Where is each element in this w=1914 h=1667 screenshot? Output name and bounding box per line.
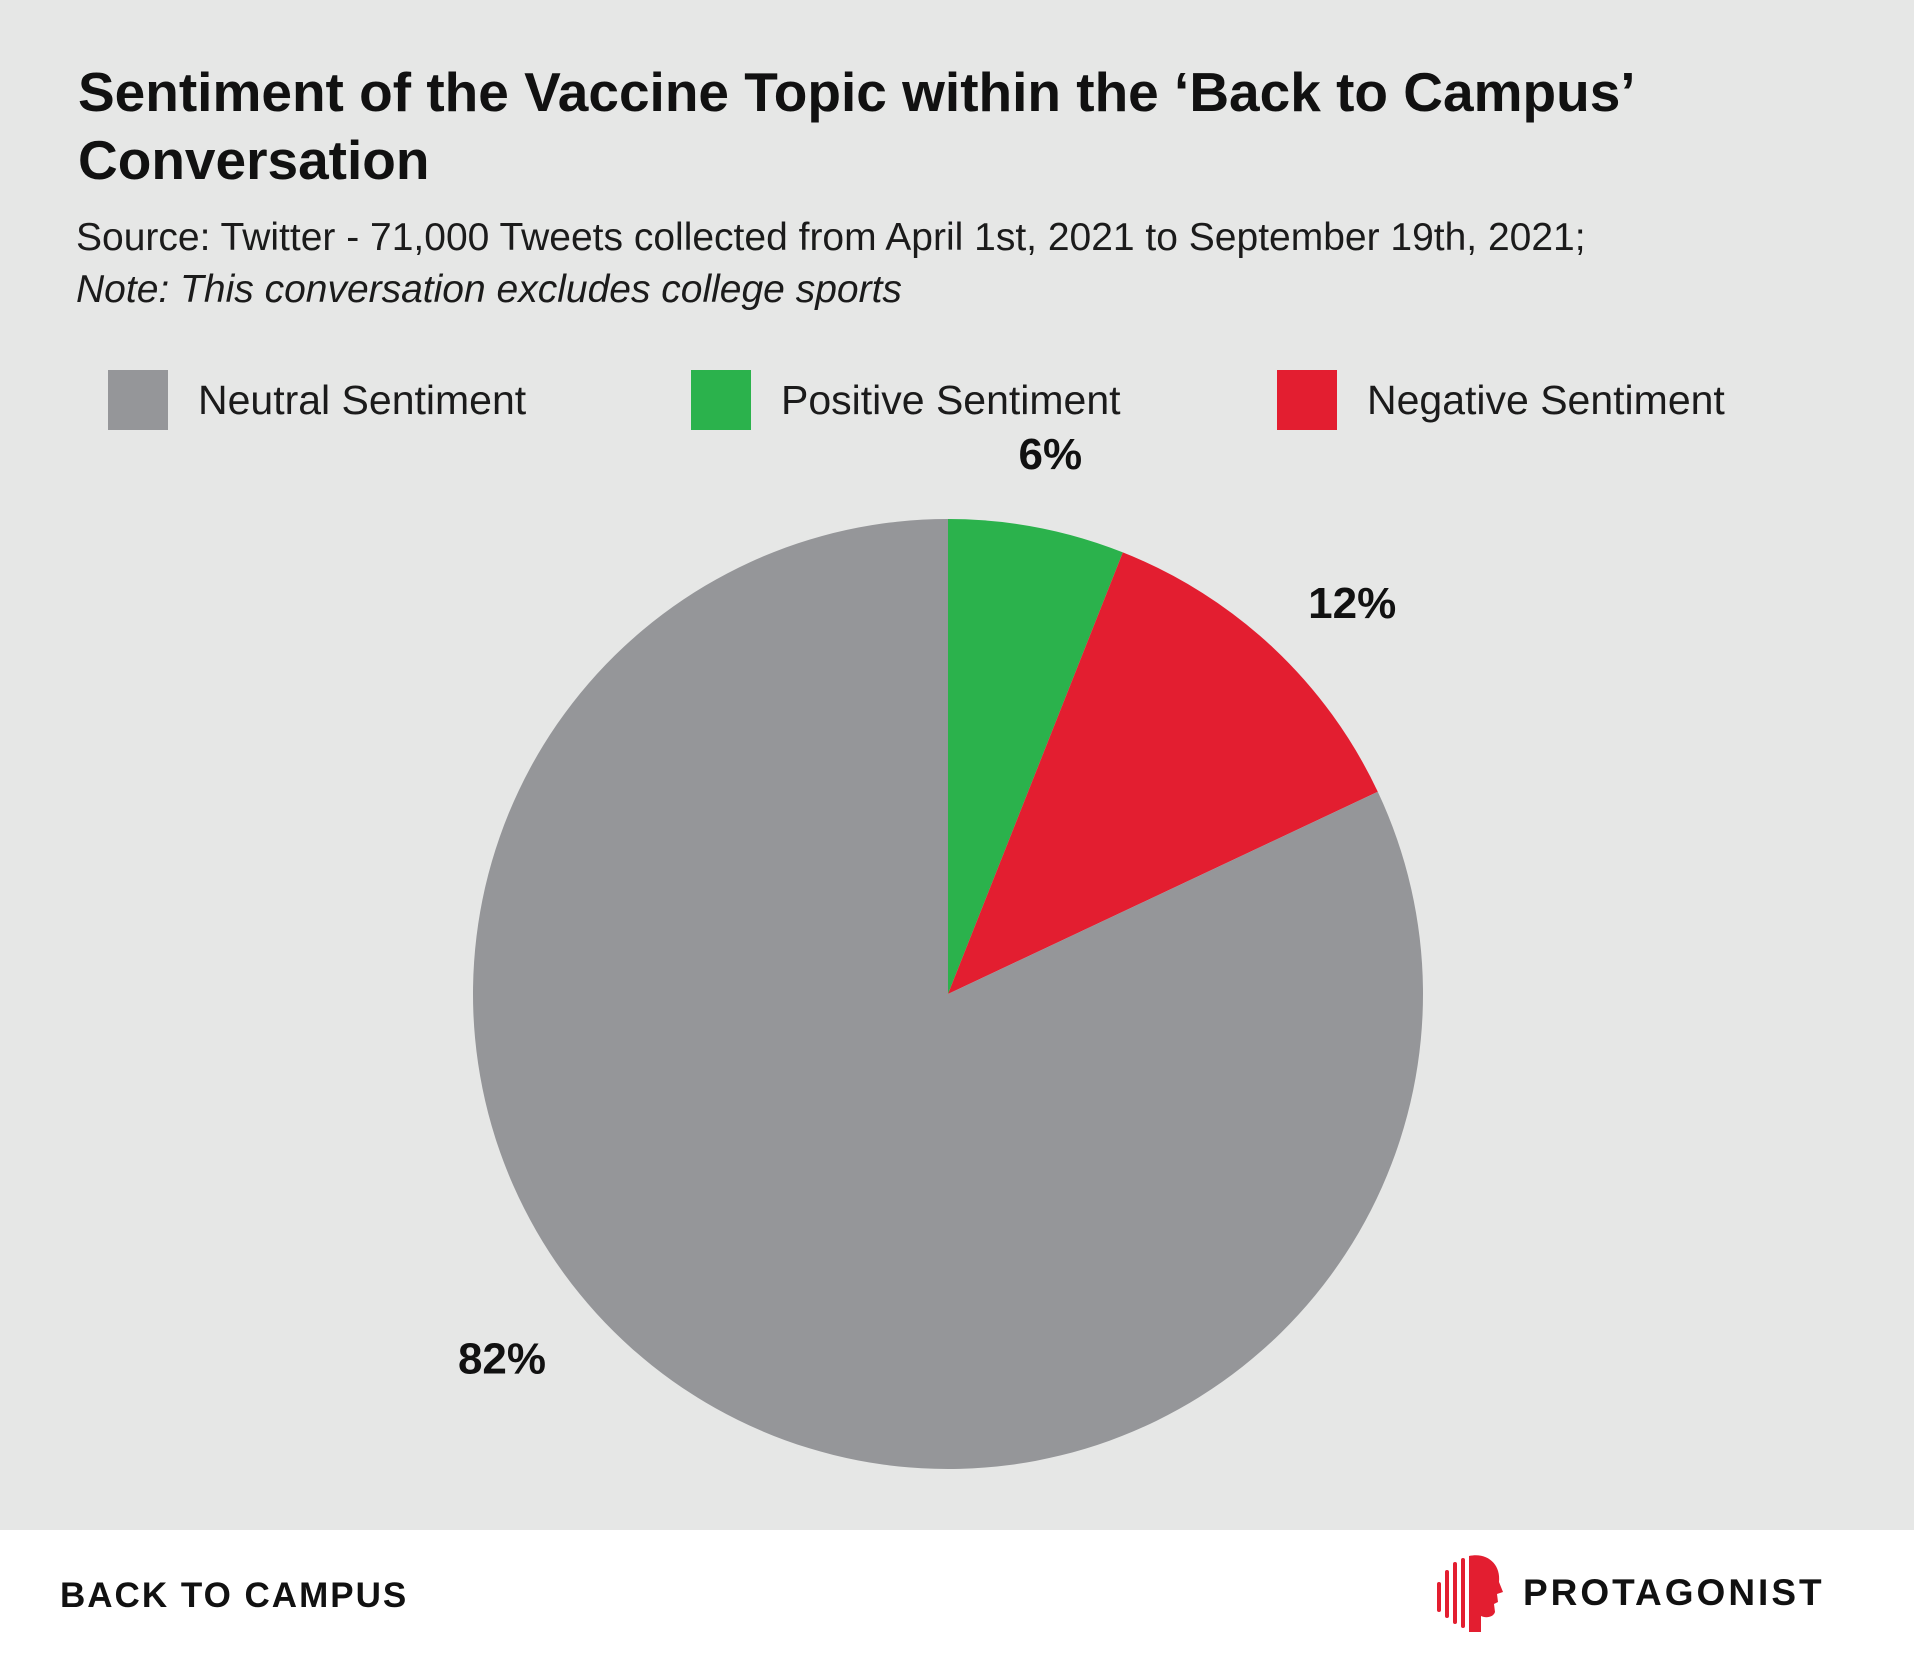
- pie-slice-positive-sentiment: [948, 519, 1123, 994]
- legend-item-negative: Negative Sentiment: [1277, 370, 1725, 430]
- pie-slice-negative-sentiment: [948, 552, 1378, 994]
- data-label-negative-sentiment: 12%: [1308, 579, 1396, 628]
- logo-head: [1469, 1555, 1503, 1632]
- protagonist-logo-icon: [1437, 1555, 1503, 1632]
- data-label-positive-sentiment: 6%: [1019, 430, 1083, 479]
- legend-item-positive: Positive Sentiment: [691, 370, 1121, 430]
- data-label-neutral-sentiment: 82%: [458, 1335, 546, 1384]
- note-text: Note: This conversation excludes college…: [76, 268, 902, 311]
- brand-name: PROTAGONIST: [1523, 1572, 1825, 1613]
- legend-label-neutral: Neutral Sentiment: [198, 376, 527, 423]
- footer-section-label: BACK TO CAMPUS: [60, 1576, 409, 1615]
- brand: PROTAGONIST: [1435, 1548, 1825, 1638]
- chart-title: Sentiment of the Vaccine Topic within th…: [78, 61, 1633, 191]
- chart-legend: Neutral Sentiment Positive Sentiment Neg…: [0, 370, 1914, 440]
- chart-panel: Sentiment of the Vaccine Topic within th…: [0, 0, 1914, 1530]
- legend-swatch-neutral: [108, 370, 168, 430]
- legend-label-negative: Negative Sentiment: [1367, 376, 1725, 423]
- logo-bars: [1437, 1558, 1465, 1628]
- pie-chart: 6% 12% 82%: [458, 430, 1423, 1469]
- legend-swatch-positive: [691, 370, 751, 430]
- source-text: Source: Twitter - 71,000 Tweets collecte…: [76, 216, 1586, 259]
- chart-subtitle: Source: Twitter - 71,000 Tweets collecte…: [76, 212, 1876, 316]
- pie-slice-neutral-sentiment: [472, 519, 1423, 1469]
- legend-swatch-negative: [1277, 370, 1337, 430]
- legend-label-positive: Positive Sentiment: [781, 376, 1121, 423]
- legend-item-neutral: Neutral Sentiment: [108, 370, 526, 430]
